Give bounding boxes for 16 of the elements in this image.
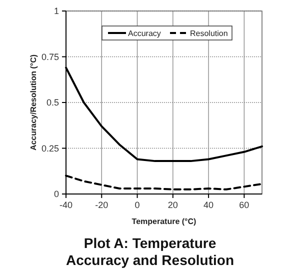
y-tick-label: 0: [54, 189, 59, 199]
legend-label: Accuracy: [128, 29, 161, 38]
legend-label: Resolution: [190, 29, 228, 38]
y-tick-label: 1: [54, 6, 59, 16]
y-axis-title: Accuracy/Resolution (°C): [29, 54, 38, 151]
x-tick-label: -20: [95, 200, 108, 210]
x-tick-label: 60: [239, 200, 250, 210]
y-tick-label: 0.5: [46, 98, 59, 108]
y-tick-label: 0.25: [41, 143, 59, 154]
text: Plot A: Temperature Accuracy and Resolution: [66, 235, 234, 268]
x-tick-label: 40: [204, 200, 214, 210]
x-tick-label: 0: [134, 200, 140, 210]
x-tick-label: 20: [168, 200, 178, 210]
x-tick-label: -40: [59, 200, 73, 210]
y-tick-label: 0.75: [41, 52, 59, 62]
x-axis-title: Temperature (°C): [132, 217, 197, 226]
